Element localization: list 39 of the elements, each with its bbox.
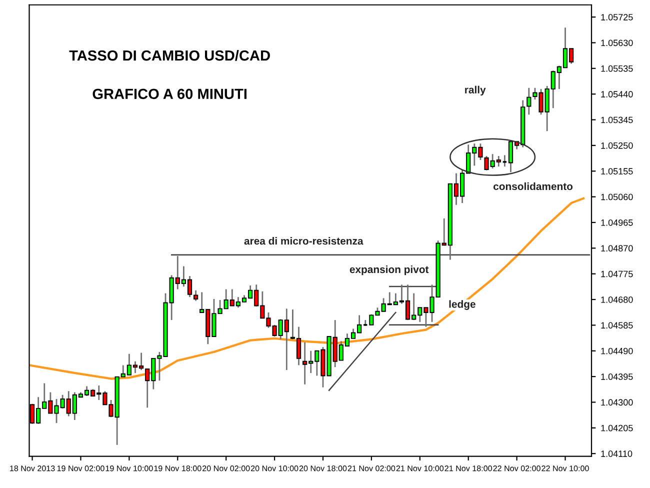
x-tick-label: 21 Nov 10:00 <box>396 466 444 472</box>
y-tick-label: 1.04965 <box>601 219 633 226</box>
candlestick <box>502 154 508 168</box>
y-tick-label: 1.04870 <box>601 245 633 252</box>
x-tick-label: 21 Nov 18:00 <box>444 466 492 472</box>
annotation: consolidamento <box>494 182 573 190</box>
y-tick-label: 1.05345 <box>601 116 633 124</box>
text: TASSO DI CAMBIO USD/CAD <box>69 50 270 61</box>
y-tick-label: 1.04585 <box>601 322 633 329</box>
y-tick-label: 1.05060 <box>601 194 633 200</box>
y-tick-label: 1.04395 <box>601 374 633 380</box>
x-tick-label: 20 Nov 10:00 <box>250 466 298 472</box>
x-tick-label: 19 Nov 10:00 <box>106 466 153 472</box>
x-tick-label: 19 Nov 02:00 <box>57 466 104 472</box>
annotation: rally <box>465 86 486 96</box>
x-tick-label: 20 Nov 02:00 <box>202 466 250 472</box>
y-tick-label: 1.04110 <box>601 450 632 457</box>
x-tick-label: 21 Nov 02:00 <box>348 466 396 472</box>
y-tick-label: 1.04680 <box>601 296 633 303</box>
candlestick <box>526 87 532 116</box>
x-tick-label: 19 Nov 18:00 <box>154 466 202 472</box>
y-tick-label: 1.04490 <box>601 348 633 354</box>
y-tick-label: 1.05725 <box>601 14 633 20</box>
line-series <box>29 197 585 380</box>
y-tick-label: 1.04205 <box>601 424 633 432</box>
annotation: area di micro-resistenza <box>244 237 364 245</box>
y-tick-label: 1.05630 <box>601 40 633 46</box>
annotation: expansion pivot <box>350 265 429 276</box>
y-tick-label: 1.04300 <box>601 399 633 406</box>
y-tick-label: 1.04775 <box>601 270 633 278</box>
x-tick-label: 22 Nov 02:00 <box>493 466 540 472</box>
y-tick-label: 1.05250 <box>601 142 633 149</box>
x-tick-label: 18 Nov 2013 <box>10 466 55 472</box>
text: GRAFICO A 60 MINUTI <box>92 88 246 100</box>
y-tick-label: 1.05155 <box>601 168 633 174</box>
y-tick-label: 1.05440 <box>601 91 633 98</box>
x-tick-label: 20 Nov 18:00 <box>299 466 347 472</box>
y-tick-label: 1.05535 <box>601 65 633 72</box>
x-tick-label: 22 Nov 10:00 <box>542 466 589 472</box>
